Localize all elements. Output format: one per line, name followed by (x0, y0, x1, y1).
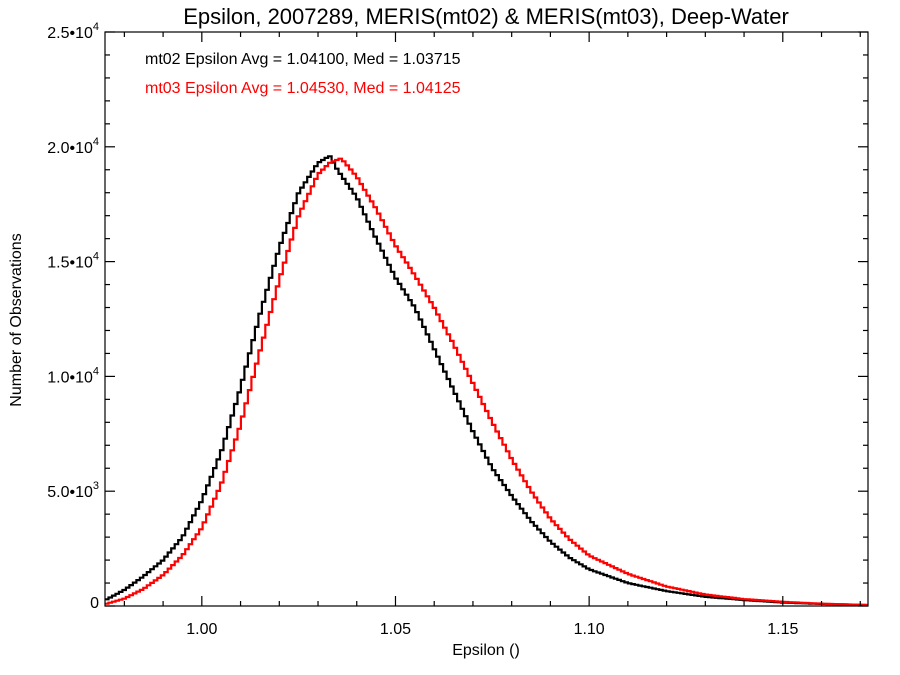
y-axis-label: Number of Observations (8, 233, 25, 406)
x-tick-label: 1.00 (186, 621, 217, 638)
series-line-0 (105, 155, 868, 606)
x-tick-label: 1.10 (574, 621, 605, 638)
y-tick-label: 5.0•103 (47, 480, 99, 501)
x-tick-label: 1.05 (380, 621, 411, 638)
x-axis-label: Epsilon () (452, 642, 520, 659)
legend-entry-mt02: mt02 Epsilon Avg = 1.04100, Med = 1.0371… (145, 51, 461, 68)
x-tick-label: 1.15 (767, 621, 798, 638)
legend-entry-mt03: mt03 Epsilon Avg = 1.04530, Med = 1.0412… (145, 80, 461, 97)
plot-frame (104, 31, 869, 607)
series-line-1 (105, 157, 868, 606)
chart-title: Epsilon, 2007289, MERIS(mt02) & MERIS(mt… (183, 4, 789, 29)
y-tick-label: 1.0•104 (47, 365, 99, 386)
y-tick-label: 1.5•104 (47, 251, 99, 272)
y-tick-label: 0 (90, 595, 99, 612)
y-tick-label: 2.0•104 (47, 136, 99, 157)
y-tick-label: 2.5•104 (47, 21, 99, 42)
